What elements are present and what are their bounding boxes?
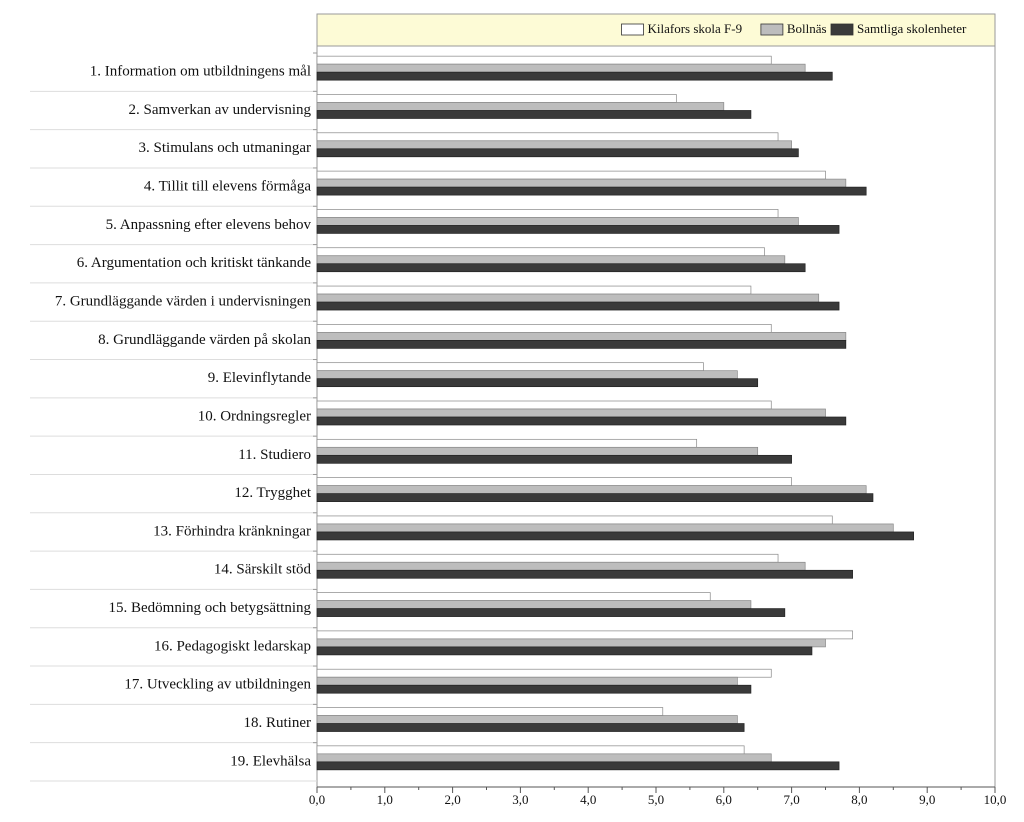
x-tick-label: 8,0 <box>851 792 867 807</box>
x-tick-label: 5,0 <box>648 792 664 807</box>
bar <box>316 217 799 226</box>
legend-swatch <box>830 23 854 36</box>
y-tick-label: 3. Stimulans och utmaningar <box>139 140 311 156</box>
bar <box>316 446 759 456</box>
bar <box>316 438 698 448</box>
bar <box>316 561 806 571</box>
bar <box>316 301 840 311</box>
bar <box>316 608 786 617</box>
bar <box>316 94 677 103</box>
x-tick-label: 10,0 <box>984 792 1007 807</box>
bar <box>316 408 826 418</box>
y-tick-label: 6. Argumentation och kritiskt tänkande <box>77 255 312 271</box>
bar <box>316 340 847 349</box>
y-tick-label: 13. Förhindra kränkningar <box>153 523 311 539</box>
bar <box>316 263 806 273</box>
bar <box>316 63 806 73</box>
bar <box>316 668 772 678</box>
y-tick-label: 16. Pedagogiskt ledarskap <box>154 638 311 654</box>
y-tick-label: 9. Elevinflytande <box>208 370 312 386</box>
legend-swatch <box>621 23 644 36</box>
bar <box>316 745 745 755</box>
x-tick-label: 4,0 <box>580 792 596 807</box>
y-tick-label: 12. Trygghet <box>234 485 312 501</box>
y-tick-label: 4. Tillit till elevens förmåga <box>144 179 311 195</box>
x-tick-label: 9,0 <box>919 792 935 807</box>
bar <box>316 684 752 694</box>
x-tick-label: 0,0 <box>309 792 325 807</box>
bar <box>316 285 752 295</box>
bar <box>316 186 867 196</box>
y-tick-label: 11. Studiero <box>238 447 311 463</box>
y-tick-label: 8. Grundläggande värden på skolan <box>98 332 311 348</box>
y-tick-label: 18. Rutiner <box>244 715 312 731</box>
legend-label: Samtliga skolenheter <box>857 21 967 36</box>
y-tick-label: 1. Information om utbildningens mål <box>90 64 311 80</box>
y-tick-label: 10. Ordningsregler <box>198 408 311 424</box>
y-tick-label: 14. Särskilt stöd <box>214 562 312 578</box>
bar <box>316 630 853 640</box>
bar <box>316 293 820 303</box>
bar <box>316 753 772 763</box>
bar <box>316 170 826 180</box>
bar <box>316 378 759 388</box>
x-tick-label: 1,0 <box>377 792 393 807</box>
bar <box>316 600 752 609</box>
bar <box>316 515 833 525</box>
y-tick-label: 19. Elevhälsa <box>230 753 311 769</box>
bar <box>316 362 704 372</box>
bar <box>316 531 914 541</box>
bar <box>316 454 792 464</box>
legend-label: Kilafors skola F-9 <box>648 21 743 36</box>
bar <box>316 148 799 158</box>
bar <box>316 140 792 150</box>
y-tick-label: 7. Grundläggande värden i undervisningen <box>55 293 312 309</box>
bar <box>316 110 752 119</box>
bar <box>316 477 792 486</box>
bar <box>316 400 772 410</box>
legend-band <box>316 13 996 47</box>
bar <box>316 255 786 265</box>
bar <box>316 485 867 494</box>
bar <box>316 247 765 257</box>
bar <box>316 638 826 648</box>
bar <box>316 225 840 234</box>
y-tick-label: 15. Bedömning och betygsättning <box>109 600 312 616</box>
x-tick-label: 2,0 <box>444 792 460 807</box>
bar <box>316 646 813 656</box>
x-tick-label: 3,0 <box>512 792 528 807</box>
bar <box>316 332 847 341</box>
bar <box>316 209 779 218</box>
bar <box>316 569 853 579</box>
legend-label: Bollnäs <box>787 21 827 36</box>
y-tick-label: 17. Utveckling av utbildningen <box>124 677 311 693</box>
bar <box>316 324 772 333</box>
bar <box>316 592 711 601</box>
bar <box>316 370 738 380</box>
x-tick-label: 7,0 <box>783 792 799 807</box>
bar <box>316 493 874 502</box>
bar <box>316 707 664 716</box>
bar <box>316 723 745 732</box>
bar <box>316 715 738 724</box>
bar <box>316 676 738 686</box>
bar <box>316 523 894 533</box>
bar <box>316 102 725 111</box>
bar <box>316 178 847 188</box>
bar <box>316 553 779 563</box>
legend-swatch <box>760 23 784 36</box>
y-tick-label: 2. Samverkan av undervisning <box>129 102 312 118</box>
y-tick-label: 5. Anpassning efter elevens behov <box>106 217 312 233</box>
x-tick-label: 6,0 <box>716 792 732 807</box>
bar <box>316 55 772 65</box>
bar <box>316 761 840 771</box>
bar <box>316 132 779 142</box>
bar <box>316 71 833 81</box>
bar <box>316 416 847 426</box>
